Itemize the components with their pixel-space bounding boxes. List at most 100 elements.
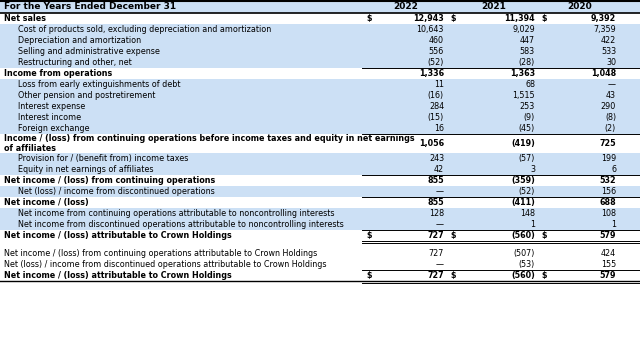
Text: (9): (9) <box>524 113 535 122</box>
Text: Net income from continuing operations attributable to noncontrolling interests: Net income from continuing operations at… <box>18 209 335 218</box>
Text: 583: 583 <box>520 47 535 56</box>
Text: 9,029: 9,029 <box>512 25 535 34</box>
Text: 199: 199 <box>601 154 616 163</box>
Text: 6: 6 <box>611 165 616 174</box>
Bar <box>0 112 640 123</box>
Text: 1,056: 1,056 <box>419 139 444 148</box>
Text: 12,943: 12,943 <box>413 14 444 23</box>
Bar <box>0 186 640 197</box>
Text: (52): (52) <box>518 187 535 196</box>
Text: $: $ <box>366 14 371 23</box>
Text: 148: 148 <box>520 209 535 218</box>
Text: —: — <box>436 260 444 269</box>
Text: 460: 460 <box>429 36 444 45</box>
Text: 2021: 2021 <box>481 2 506 11</box>
Text: 1: 1 <box>611 220 616 229</box>
Text: Net income / (loss): Net income / (loss) <box>4 198 89 207</box>
Text: 533: 533 <box>601 47 616 56</box>
Text: 424: 424 <box>601 249 616 258</box>
Text: Restructuring and other, net: Restructuring and other, net <box>18 58 132 67</box>
Bar <box>0 219 640 230</box>
Text: 2022: 2022 <box>394 2 419 11</box>
Text: $: $ <box>366 231 371 240</box>
Text: 253: 253 <box>520 102 535 111</box>
Text: Interest expense: Interest expense <box>18 102 85 111</box>
Text: $: $ <box>541 14 547 23</box>
Text: 422: 422 <box>601 36 616 45</box>
Text: 42: 42 <box>434 165 444 174</box>
Bar <box>0 248 640 259</box>
Text: 284: 284 <box>429 102 444 111</box>
Text: Net income / (loss) attributable to Crown Holdings: Net income / (loss) attributable to Crow… <box>4 271 232 280</box>
Text: 11,394: 11,394 <box>504 14 535 23</box>
Text: 727: 727 <box>428 271 444 280</box>
Text: Cost of products sold, excluding depreciation and amortization: Cost of products sold, excluding depreci… <box>18 25 271 34</box>
Bar <box>0 153 640 164</box>
Bar <box>0 230 640 241</box>
Text: 688: 688 <box>599 198 616 207</box>
Bar <box>0 241 640 248</box>
Bar <box>0 208 640 219</box>
Bar <box>0 13 640 24</box>
Text: 1,048: 1,048 <box>591 69 616 78</box>
Text: 1,515: 1,515 <box>513 91 535 100</box>
Text: —: — <box>436 220 444 229</box>
Text: (52): (52) <box>428 58 444 67</box>
Text: —: — <box>608 80 616 89</box>
Bar <box>0 0 640 13</box>
Bar <box>0 270 640 281</box>
Text: 1,336: 1,336 <box>419 69 444 78</box>
Text: (359): (359) <box>511 176 535 185</box>
Text: 7,359: 7,359 <box>593 25 616 34</box>
Bar <box>0 123 640 134</box>
Text: 155: 155 <box>601 260 616 269</box>
Text: (411): (411) <box>511 198 535 207</box>
Text: Other pension and postretirement: Other pension and postretirement <box>18 91 156 100</box>
Bar <box>0 79 640 90</box>
Text: 108: 108 <box>601 209 616 218</box>
Text: Interest income: Interest income <box>18 113 81 122</box>
Text: (507): (507) <box>514 249 535 258</box>
Bar <box>0 197 640 208</box>
Text: $: $ <box>541 271 547 280</box>
Text: Income / (loss) from continuing operations before income taxes and equity in net: Income / (loss) from continuing operatio… <box>4 134 415 143</box>
Text: Foreign exchange: Foreign exchange <box>18 124 90 133</box>
Text: (53): (53) <box>519 260 535 269</box>
Text: (560): (560) <box>511 231 535 240</box>
Bar <box>0 68 640 79</box>
Bar <box>0 164 640 175</box>
Text: 725: 725 <box>600 139 616 148</box>
Text: (2): (2) <box>605 124 616 133</box>
Text: 128: 128 <box>429 209 444 218</box>
Text: Net income from discontinued operations attributable to noncontrolling interests: Net income from discontinued operations … <box>18 220 344 229</box>
Text: 156: 156 <box>601 187 616 196</box>
Text: Net income / (loss) from continuing operations: Net income / (loss) from continuing oper… <box>4 176 215 185</box>
Text: 1: 1 <box>530 220 535 229</box>
Text: $: $ <box>450 14 456 23</box>
Text: 9,392: 9,392 <box>591 14 616 23</box>
Text: 855: 855 <box>428 176 444 185</box>
Text: 16: 16 <box>434 124 444 133</box>
Text: (57): (57) <box>518 154 535 163</box>
Bar <box>0 134 640 153</box>
Text: Income from operations: Income from operations <box>4 69 112 78</box>
Bar <box>0 46 640 57</box>
Text: 532: 532 <box>600 176 616 185</box>
Text: Net income / (loss) from continuing operations attributable to Crown Holdings: Net income / (loss) from continuing oper… <box>4 249 317 258</box>
Text: $: $ <box>366 271 371 280</box>
Bar <box>0 90 640 101</box>
Text: 1,363: 1,363 <box>510 69 535 78</box>
Text: 727: 727 <box>428 231 444 240</box>
Text: 243: 243 <box>429 154 444 163</box>
Bar <box>0 35 640 46</box>
Text: Provision for / (benefit from) income taxes: Provision for / (benefit from) income ta… <box>18 154 188 163</box>
Text: Net (loss) / income from discontinued operations attributable to Crown Holdings: Net (loss) / income from discontinued op… <box>4 260 326 269</box>
Text: 43: 43 <box>606 91 616 100</box>
Text: 579: 579 <box>600 231 616 240</box>
Text: (560): (560) <box>511 271 535 280</box>
Bar <box>0 24 640 35</box>
Bar <box>0 259 640 270</box>
Text: 556: 556 <box>429 47 444 56</box>
Text: $: $ <box>450 231 456 240</box>
Text: $: $ <box>450 271 456 280</box>
